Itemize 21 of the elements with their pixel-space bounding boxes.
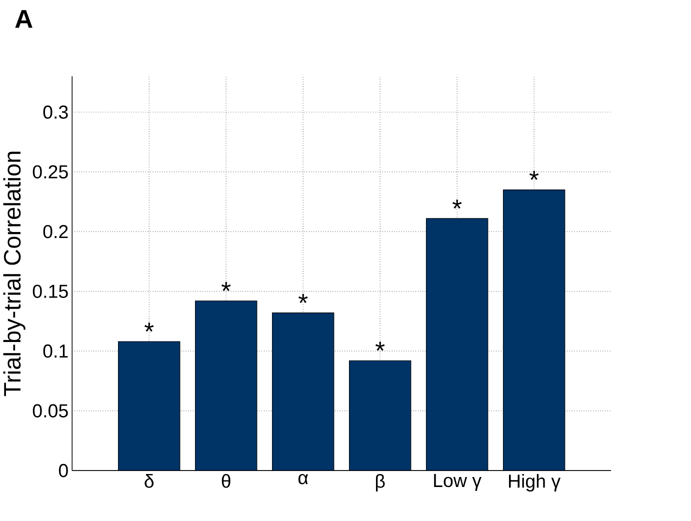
x-tick-label: β — [376, 474, 385, 492]
annotation: * — [298, 294, 308, 303]
annotation: * — [452, 200, 462, 209]
y-axis-title: Trial-by-trial Correlation — [3, 152, 26, 396]
annotation: * — [376, 342, 385, 351]
y-tick-label: 0.25 — [32, 165, 68, 178]
x-tick-label: High γ — [509, 474, 561, 492]
x-tick-label: Low γ — [434, 474, 482, 491]
x-tick-label: θ — [222, 474, 230, 488]
x-tick-label: α — [298, 474, 308, 484]
y-tick-label: 0.1 — [43, 344, 68, 358]
y-tick-label: 0.2 — [43, 224, 68, 238]
y-tick-label: 0.05 — [32, 404, 68, 418]
annotation: * — [222, 282, 231, 292]
x-tick-label: δ — [144, 474, 154, 488]
y-tick-label: 0 — [58, 464, 68, 478]
annotation: * — [529, 170, 539, 180]
chart-title: A — [15, 10, 32, 28]
y-tick-label: 0.3 — [43, 105, 68, 119]
y-tick-label: 0.15 — [32, 284, 68, 298]
annotation: * — [144, 322, 154, 332]
